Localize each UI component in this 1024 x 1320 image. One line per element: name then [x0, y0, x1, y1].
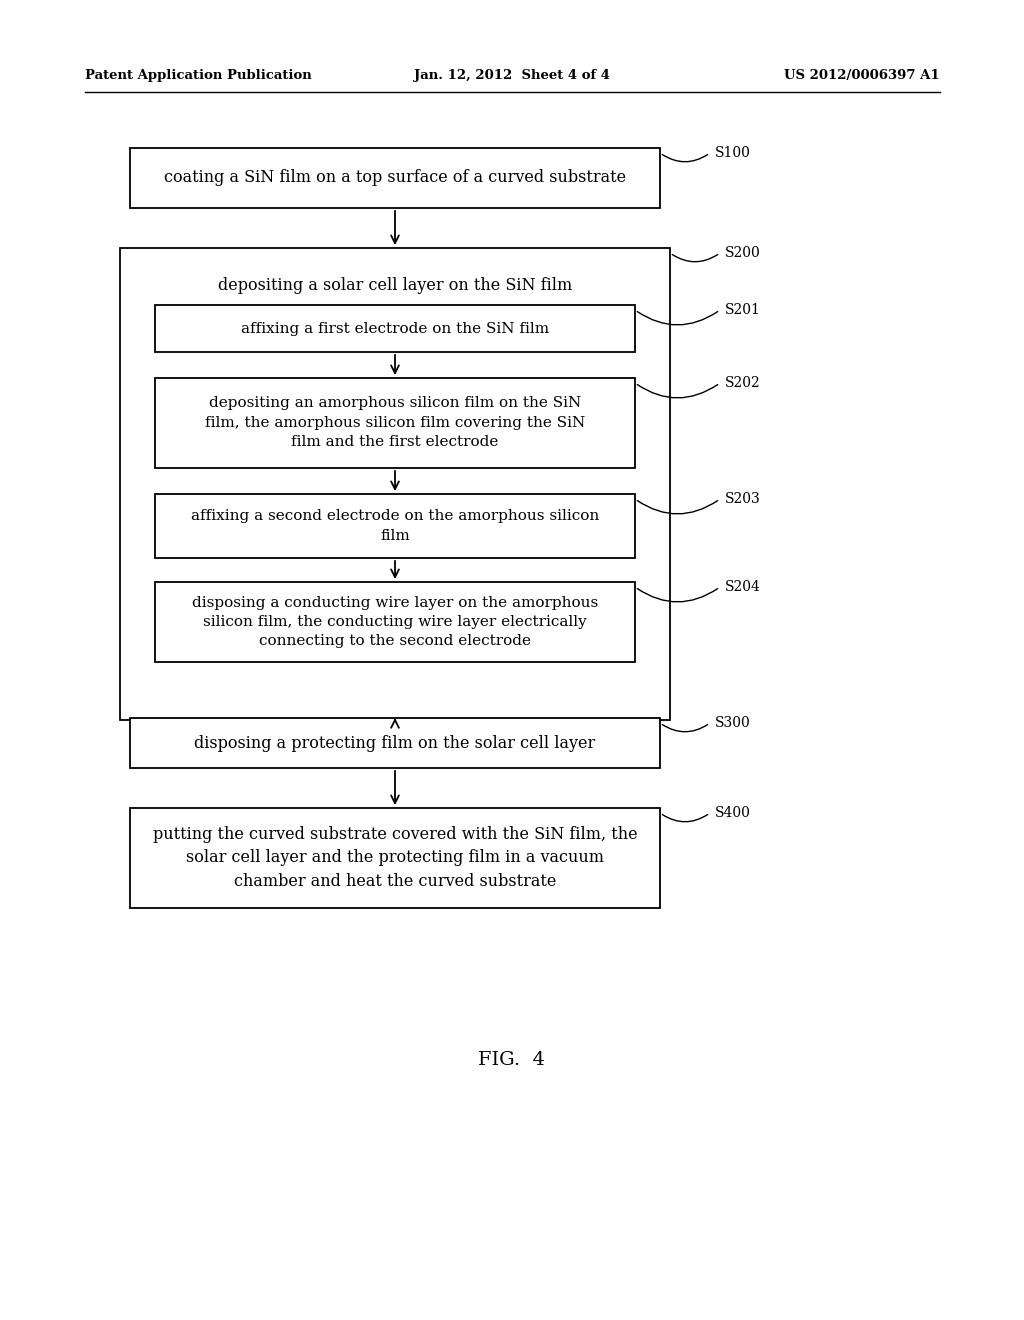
Text: putting the curved substrate covered with the SiN film, the
solar cell layer and: putting the curved substrate covered wit… — [153, 826, 637, 890]
Text: S100: S100 — [715, 147, 751, 160]
Text: affixing a first electrode on the SiN film: affixing a first electrode on the SiN fi… — [241, 322, 549, 335]
Text: coating a SiN film on a top surface of a curved substrate: coating a SiN film on a top surface of a… — [164, 169, 626, 186]
Text: S204: S204 — [725, 579, 761, 594]
Text: affixing a second electrode on the amorphous silicon
film: affixing a second electrode on the amorp… — [190, 510, 599, 543]
Text: disposing a protecting film on the solar cell layer: disposing a protecting film on the solar… — [195, 734, 596, 751]
Text: depositing a solar cell layer on the SiN film: depositing a solar cell layer on the SiN… — [218, 276, 572, 293]
Bar — [155, 494, 635, 558]
Text: S202: S202 — [725, 376, 761, 389]
Text: Jan. 12, 2012  Sheet 4 of 4: Jan. 12, 2012 Sheet 4 of 4 — [414, 69, 610, 82]
Text: US 2012/0006397 A1: US 2012/0006397 A1 — [784, 69, 940, 82]
Text: S200: S200 — [725, 246, 761, 260]
Text: Patent Application Publication: Patent Application Publication — [85, 69, 311, 82]
Bar — [130, 148, 660, 209]
Bar — [155, 582, 635, 663]
Bar — [155, 378, 635, 469]
Text: S300: S300 — [715, 715, 751, 730]
Text: S203: S203 — [725, 492, 761, 506]
Bar — [155, 305, 635, 352]
Text: FIG.  4: FIG. 4 — [478, 1051, 546, 1069]
Text: depositing an amorphous silicon film on the SiN
film, the amorphous silicon film: depositing an amorphous silicon film on … — [205, 396, 585, 450]
Bar — [130, 808, 660, 908]
Text: disposing a conducting wire layer on the amorphous
silicon film, the conducting : disposing a conducting wire layer on the… — [191, 595, 598, 648]
Text: S400: S400 — [715, 807, 751, 820]
Bar — [120, 248, 670, 719]
Text: S201: S201 — [725, 304, 761, 317]
Bar — [130, 718, 660, 768]
